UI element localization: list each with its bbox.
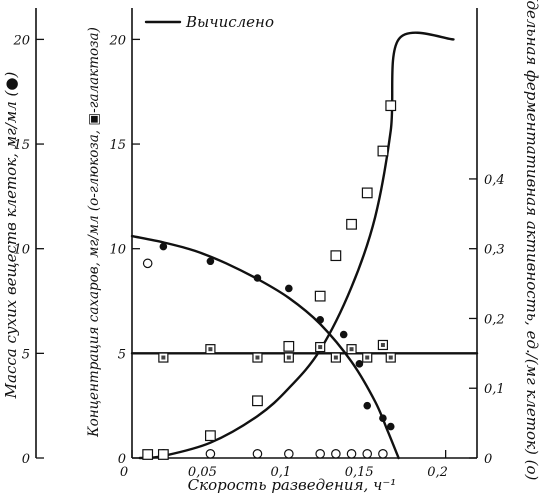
- point-dry_mass-0: [159, 242, 168, 251]
- point-dry_mass-7: [363, 401, 372, 410]
- y-inner-tick-label-3: 15: [109, 138, 126, 153]
- y-inner-tick-label-4: 20: [108, 33, 126, 48]
- y-right-tick-label-0: 0: [484, 452, 492, 467]
- y-right-title: Удельная ферментативная активность, ед./…: [523, 0, 541, 481]
- legend-label: Вычислено: [185, 13, 274, 31]
- point-galactose-2: [252, 352, 263, 363]
- y-outer-tick-label-2: 10: [13, 243, 30, 258]
- point-dry_mass-1: [206, 257, 215, 266]
- x-axis-title: Скорость разведения, ч⁻¹: [188, 476, 397, 494]
- point-galactose-7: [362, 352, 373, 363]
- x-tick-label-2: 0,1: [270, 465, 291, 480]
- point-dry_mass-5: [339, 330, 348, 339]
- point-activity-6: [330, 250, 342, 262]
- point-galactose-3: [283, 352, 294, 363]
- x-tick-label-1: 0,05: [188, 465, 217, 480]
- point-activity-3: [252, 395, 263, 407]
- point-activity-2: [205, 430, 216, 442]
- point-galactose-8: [377, 339, 389, 351]
- point-galactose-5: [330, 352, 341, 363]
- point-glucose-2: [205, 449, 216, 459]
- point-glucose-9: [378, 449, 388, 459]
- curves-layer: [130, 31, 479, 460]
- x-tick-label-3: 0,15: [345, 465, 374, 480]
- point-dry_mass-9: [386, 422, 395, 431]
- ticks-layer: 0 0,05 0,1 0,15 0,2 0 5 10 15 20 0 5 10 15 20 0 0,1 0,2 0,…: [12, 33, 504, 480]
- point-galactose-0: [158, 352, 169, 363]
- point-glucose-5: [315, 449, 325, 459]
- point-galactose-6: [346, 344, 357, 355]
- point-activity-9: [377, 145, 389, 157]
- point-galactose-4: [315, 341, 326, 353]
- point-glucose-7: [346, 449, 357, 459]
- point-glucose-6: [331, 449, 341, 459]
- y-outer-tick-label-4: 20: [12, 33, 30, 48]
- point-galactose-9: [385, 352, 396, 363]
- point-glucose-8: [362, 449, 373, 459]
- y-right-tick-label-1: 0,1: [484, 382, 505, 397]
- point-glucose-3: [252, 449, 263, 459]
- y-inner-tick-label-1: 5: [118, 347, 126, 362]
- x-tick-label-0: 0: [120, 465, 128, 480]
- point-activity-1: [157, 449, 169, 460]
- curve-dry_mass_calc: [130, 234, 400, 460]
- point-activity-0: [142, 449, 154, 460]
- y-outer-tick-label-3: 15: [13, 138, 30, 153]
- y-inner-tick-label-0: 0: [118, 452, 126, 467]
- y-left-outer-title: Масса сухих веществ клеток, мг/мл (●): [2, 72, 20, 400]
- point-activity-5: [314, 290, 326, 302]
- point-dry_mass-2: [253, 274, 262, 282]
- point-dry_mass-3: [285, 284, 293, 293]
- point-dry_mass-8: [379, 414, 387, 423]
- point-activity-4: [283, 340, 295, 352]
- legend: Вычислено: [144, 13, 274, 31]
- point-activity-7: [346, 218, 357, 230]
- y-inner-tick-label-2: 10: [109, 243, 126, 258]
- y-outer-tick-label-1: 5: [22, 347, 30, 362]
- point-dry_mass-4: [316, 316, 324, 324]
- curve-activity_calc: [138, 31, 455, 460]
- y-right-tick-label-3: 0,3: [484, 243, 505, 258]
- y-right-tick-label-2: 0,2: [484, 312, 505, 327]
- point-glucose-0: [142, 258, 153, 269]
- point-glucose-4: [284, 449, 294, 459]
- y-outer-tick-label-0: 0: [22, 452, 30, 467]
- y-left-inner-title: Концентрация сахаров, мг/мл (о-глюкоза, …: [86, 27, 102, 438]
- point-activity-10: [385, 100, 397, 112]
- y-right-tick-label-4: 0,4: [484, 173, 505, 188]
- point-dry_mass-6: [355, 360, 364, 368]
- point-activity-8: [361, 187, 373, 199]
- point-galactose-1: [205, 344, 216, 355]
- x-tick-label-4: 0,2: [427, 465, 448, 480]
- points-layer: [142, 100, 397, 460]
